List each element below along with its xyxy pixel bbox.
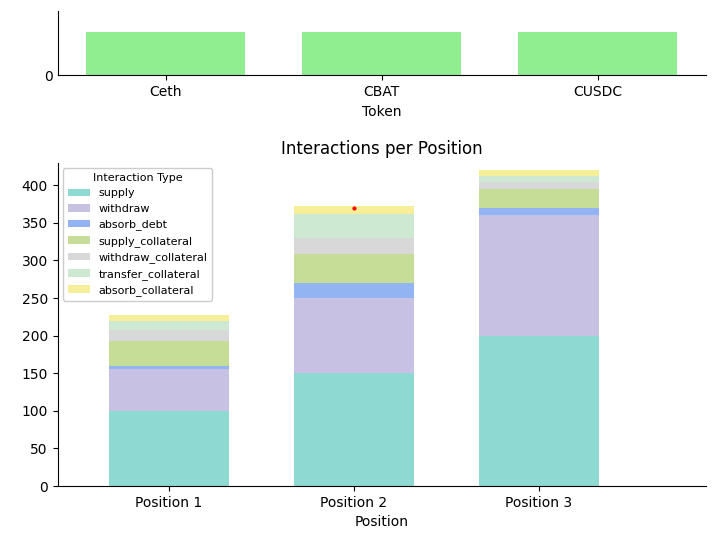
Bar bbox=[294, 373, 414, 486]
X-axis label: Token: Token bbox=[362, 105, 401, 119]
Bar bbox=[479, 208, 599, 215]
Bar bbox=[479, 181, 599, 189]
Bar bbox=[294, 298, 414, 373]
Bar bbox=[109, 369, 229, 411]
Bar bbox=[479, 176, 599, 181]
Bar bbox=[86, 32, 245, 76]
Legend: supply, withdraw, absorb_debt, supply_collateral, withdraw_collateral, transfer_: supply, withdraw, absorb_debt, supply_co… bbox=[63, 168, 212, 301]
X-axis label: Position: Position bbox=[355, 515, 409, 529]
Bar bbox=[109, 411, 229, 486]
Bar bbox=[294, 206, 414, 214]
Bar bbox=[479, 336, 599, 486]
Bar bbox=[302, 32, 461, 76]
Bar bbox=[479, 215, 599, 336]
Bar bbox=[479, 189, 599, 208]
Bar bbox=[109, 341, 229, 366]
Bar bbox=[294, 254, 414, 283]
Bar bbox=[109, 315, 229, 321]
Title: Interactions per Position: Interactions per Position bbox=[281, 140, 482, 158]
Bar bbox=[109, 321, 229, 329]
Bar bbox=[518, 32, 677, 76]
Bar bbox=[109, 329, 229, 341]
Bar bbox=[479, 170, 599, 176]
Bar bbox=[294, 283, 414, 298]
Bar bbox=[294, 214, 414, 238]
Bar bbox=[294, 238, 414, 254]
Bar bbox=[109, 366, 229, 369]
